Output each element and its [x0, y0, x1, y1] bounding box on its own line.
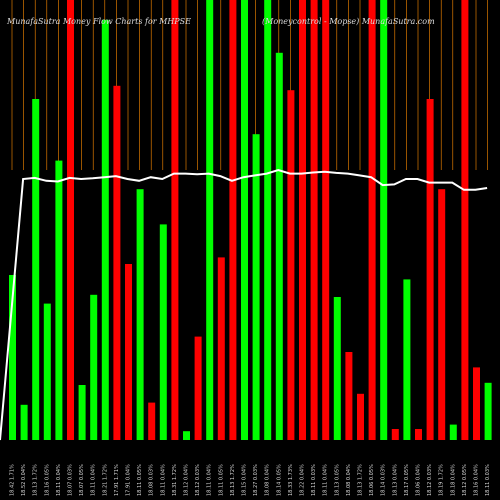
x-tick-label: 18.14 0.05%	[276, 464, 282, 496]
x-tick-label: 18.11 0.04%	[160, 464, 166, 496]
x-tick-label: 18.16 0.04%	[474, 464, 480, 496]
x-tick-label: 18.11 0.05%	[218, 464, 224, 496]
bar	[299, 0, 306, 440]
bar	[461, 0, 469, 440]
bar	[101, 19, 109, 441]
bar	[90, 294, 98, 440]
bar	[55, 160, 63, 440]
bar	[415, 429, 422, 440]
bar	[20, 404, 28, 440]
bar	[368, 0, 376, 440]
bar	[241, 0, 248, 440]
bar	[217, 257, 225, 440]
x-tick-label: 18.18 0.04%	[450, 464, 456, 496]
x-tick-label: 18.17 0.05%	[404, 464, 410, 496]
x-tick-label: 18.06 0.04%	[416, 464, 422, 496]
bar	[333, 297, 341, 440]
x-tick-label: 18.11 0.04%	[207, 464, 213, 496]
chart-title-left: MunafaSutra Money Flow Charts for MHPSE	[7, 17, 191, 26]
bar	[275, 52, 283, 441]
x-tick-label: 18.16 0.05%	[44, 464, 50, 496]
x-tick-label: 18.12 0.03%	[195, 464, 201, 496]
bar	[78, 385, 86, 440]
bar	[310, 0, 318, 440]
x-tick-label: 18.52 0.04%	[21, 464, 27, 496]
bar	[183, 431, 190, 440]
x-tick-label: 18.07 0.05%	[79, 464, 85, 496]
x-tick-label: 17.91 0.04%	[126, 464, 132, 496]
bar	[403, 279, 411, 440]
x-tick-label: 18.11 0.05%	[137, 464, 143, 496]
bar	[9, 275, 16, 440]
x-tick-label: 18.13 0.05%	[334, 464, 340, 496]
x-tick-label: 18.08 0.04%	[265, 464, 271, 496]
x-tick-label: 18.06 0.05%	[369, 464, 375, 496]
x-tick-label: 18.21 1.72%	[102, 464, 108, 496]
x-tick-label: 18.27 0.03%	[253, 464, 259, 496]
bar	[194, 336, 202, 440]
x-tick-label: 18.11 0.03%	[485, 464, 491, 496]
x-tick-label: 18.11 0.04%	[91, 464, 97, 496]
x-tick-label: 18.12 0.05%	[462, 464, 468, 496]
bar	[136, 189, 144, 440]
bar	[125, 264, 132, 440]
x-tick-label: 18.13 1.72%	[33, 464, 39, 496]
money-flow-line	[0, 168, 488, 441]
bar	[148, 402, 156, 440]
bar	[345, 352, 353, 440]
bar	[171, 0, 179, 440]
x-tick-label: 17.91 1.71%	[114, 464, 120, 496]
bar	[357, 393, 364, 440]
bar	[229, 0, 237, 440]
x-tick-label: 18.15 0.04%	[242, 464, 248, 496]
bar	[264, 0, 272, 440]
x-tick-label: 18.13 0.04%	[392, 464, 398, 496]
bar	[67, 0, 74, 440]
x-tick-label: 18.33 1.73%	[288, 464, 294, 496]
x-tick-label: 18.13 1.72%	[230, 464, 236, 496]
x-tick-label: 18.08 0.04%	[346, 464, 352, 496]
x-tick-label: 18.07 0.03%	[68, 464, 74, 496]
x-tick-label: 18.13 1.72%	[358, 464, 364, 496]
bar	[43, 303, 51, 440]
bar	[322, 0, 330, 440]
bar	[32, 99, 40, 440]
x-tick-label: 18.11 0.04%	[323, 464, 329, 496]
bar	[287, 90, 295, 440]
x-tick-label: 18.12 0.04%	[184, 464, 190, 496]
bar	[206, 0, 214, 440]
bar	[380, 0, 388, 440]
bar	[113, 85, 121, 441]
x-tick-label: 18.11 0.04%	[56, 464, 62, 496]
x-tick-label: 18.19 1.72%	[439, 464, 445, 496]
bar	[484, 382, 492, 440]
x-tick-label: 18.22 0.04%	[300, 464, 306, 496]
bar	[252, 134, 260, 440]
x-tick-label: 18.42 1.71%	[10, 464, 16, 496]
bar	[438, 189, 446, 440]
x-tick-label: 18.12 0.03%	[427, 464, 433, 496]
x-tick-label: 18.14 0.03%	[381, 464, 387, 496]
x-tick-label: 18.08 0.03%	[149, 464, 155, 496]
chart-title-right: (Moneycontrol - Mopse) MunafaSutra.com	[262, 17, 435, 26]
bar	[391, 429, 399, 440]
bar	[159, 224, 167, 440]
bar	[473, 367, 480, 440]
x-tick-label: 18.31 1.72%	[172, 464, 178, 496]
bar	[449, 424, 457, 440]
x-tick-label: 18.11 0.03%	[311, 464, 317, 496]
bar	[426, 99, 434, 440]
